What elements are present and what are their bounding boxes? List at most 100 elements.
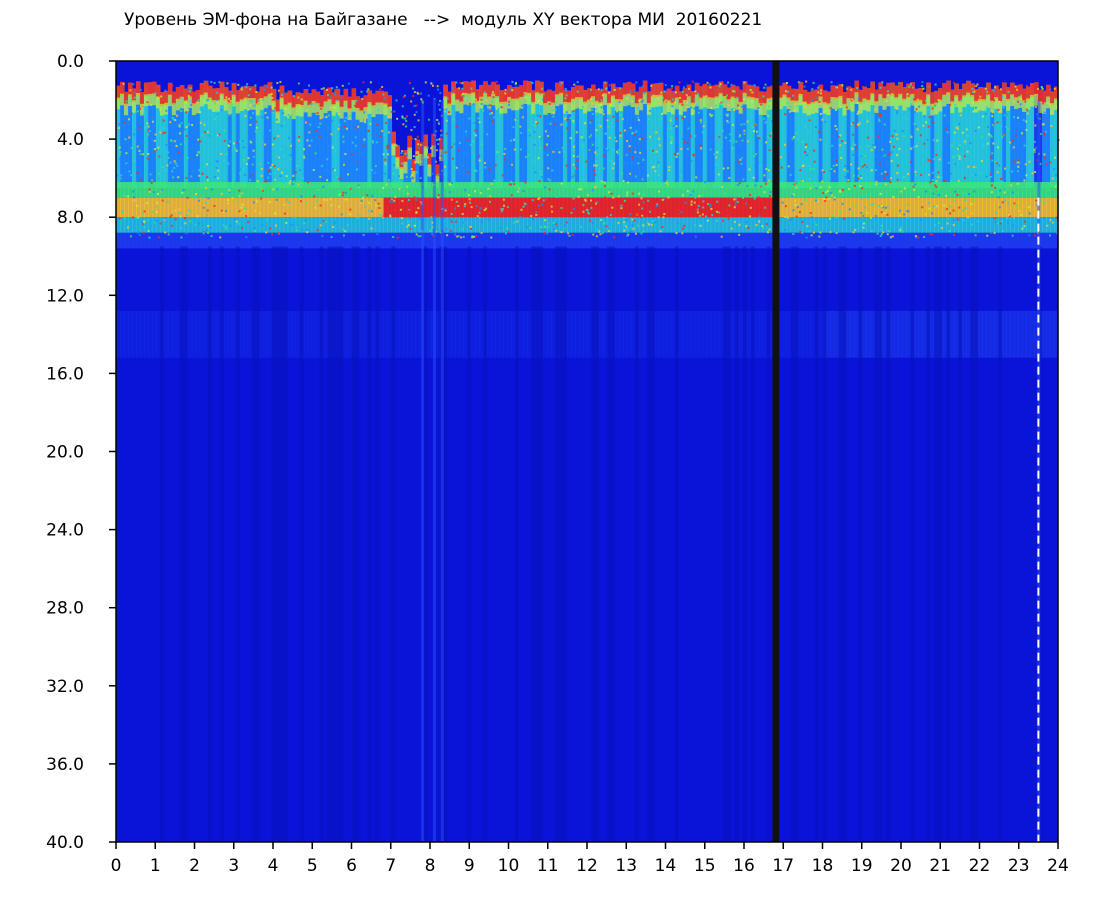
heatmap-speckle [139,153,142,156]
heatmap-cell [1010,82,1015,188]
heatmap-cell [610,83,616,98]
heatmap-cell [970,83,975,188]
heatmap-speckle [681,194,684,197]
heatmap-cell [698,97,704,110]
heatmap-cell [143,182,149,198]
heatmap-cell [962,217,967,233]
heatmap-speckle [234,148,237,151]
heatmap-speckle [400,217,403,220]
heatmap-speckle [528,134,531,137]
heatmap-cell [834,232,840,249]
heatmap-speckle [606,148,609,151]
heatmap-speckle [992,122,995,125]
heatmap-cell [810,90,816,188]
heatmap-speckle [636,116,639,119]
heatmap-speckle [450,146,453,149]
heatmap-speckle [730,227,733,230]
heatmap-speckle [351,110,354,113]
heatmap-cell [271,88,277,103]
heatmap-cell [551,102,556,115]
heatmap-cell [315,310,321,358]
heatmap-speckle [655,204,658,207]
heatmap-speckle [402,96,405,99]
heatmap-speckle [344,198,347,201]
heatmap-speckle [247,157,250,160]
heatmap-cell [335,88,341,103]
heatmap-speckle [718,85,721,88]
heatmap-speckle [524,181,527,184]
heatmap-cell [427,310,432,358]
heatmap-speckle [518,188,521,191]
heatmap-speckle [806,150,809,153]
heatmap-speckle [512,138,515,141]
heatmap-speckle [845,177,848,180]
heatmap-cell [722,232,728,249]
heatmap-cell [734,217,740,233]
heatmap-cell [666,197,672,218]
heatmap-speckle [247,94,250,97]
heatmap-cell [874,101,879,113]
heatmap-cell [674,85,680,188]
heatmap-speckle [903,135,906,138]
heatmap-speckle [801,221,804,224]
heatmap-cell [710,97,716,110]
heatmap-cell [143,82,149,97]
heatmap-cell [1026,232,1031,249]
heatmap-cell [778,182,784,198]
heatmap-speckle [637,99,640,102]
heatmap-speckle [514,82,517,85]
heatmap-speckle [958,144,961,147]
heatmap-cell [227,197,233,218]
heatmap-cell [970,83,975,98]
heatmap-speckle [715,156,718,159]
heatmap-speckle [606,216,609,219]
heatmap-speckle [322,220,325,223]
heatmap-cell [682,217,688,233]
heatmap-cell [930,182,935,198]
heatmap-speckle [1004,199,1007,202]
heatmap-cell [483,93,488,105]
heatmap-speckle [764,206,767,209]
heatmap-cell [547,197,552,218]
heatmap-cell [123,91,129,106]
heatmap-cell [515,232,520,249]
heatmap-speckle [958,157,961,160]
heatmap-cell [998,246,1003,843]
heatmap-cell [602,81,608,188]
heatmap-cell [311,232,317,249]
heatmap-cell [467,93,472,106]
heatmap-speckle [354,146,357,149]
heatmap-cell [742,246,747,843]
heatmap-speckle [373,171,376,174]
heatmap-speckle [880,211,883,214]
heatmap-speckle [963,155,966,158]
heatmap-cell [567,102,572,115]
heatmap-speckle [683,115,686,118]
heatmap-speckle [392,200,395,203]
heatmap-speckle [582,204,585,207]
heatmap-cell [335,100,341,113]
heatmap-cell [698,182,704,198]
heatmap-speckle [761,102,764,105]
heatmap-speckle [329,106,332,109]
heatmap-cell [858,197,864,218]
heatmap-speckle [680,147,683,150]
heatmap-speckle [349,187,352,190]
heatmap-cell [930,217,935,233]
heatmap-cell [503,182,508,198]
heatmap-cell [1054,98,1059,111]
heatmap-speckle [287,136,290,139]
heatmap-speckle [569,117,572,120]
heatmap-speckle [1012,224,1015,227]
heatmap-cell [267,197,273,218]
heatmap-speckle [292,180,295,183]
heatmap-cell [299,217,305,233]
heatmap-cell [702,83,708,98]
heatmap-speckle [183,128,186,131]
heatmap-speckle [980,93,983,96]
heatmap-speckle [565,221,568,224]
heatmap-speckle [196,215,199,218]
heatmap-speckle [599,233,602,236]
heatmap-cell [155,197,161,218]
heatmap-speckle [541,175,544,178]
